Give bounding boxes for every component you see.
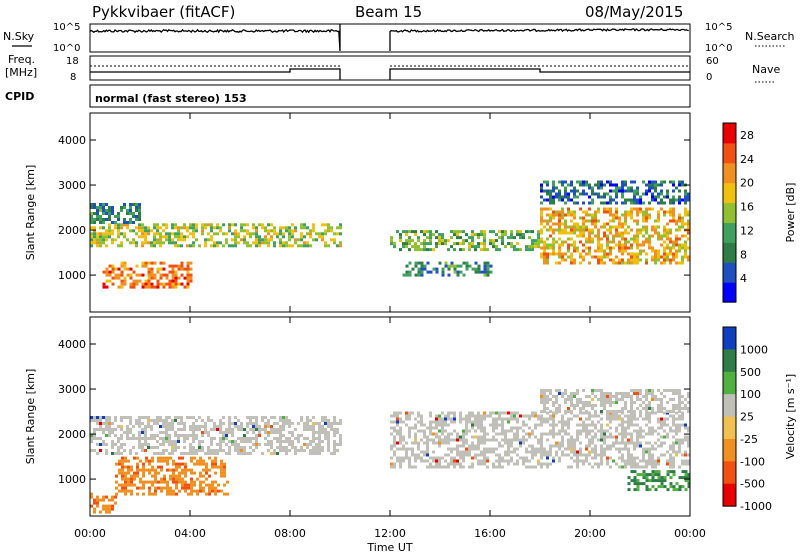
noise-trace bbox=[89, 24, 689, 52]
nsky-label: N.Sky bbox=[3, 30, 35, 43]
noise-tick-top: 10^5 bbox=[53, 22, 80, 33]
colorbar-tick-label: 25 bbox=[740, 411, 754, 424]
colorbar-swatch bbox=[723, 222, 736, 243]
nave-line-1 bbox=[90, 68, 341, 80]
colorbar-swatch bbox=[723, 282, 736, 303]
x-tick-label: 04:00 bbox=[174, 527, 206, 540]
echo-band-3 bbox=[390, 411, 690, 469]
colorbar-tick-label: 12 bbox=[740, 224, 754, 237]
x-axis: 00:00 04:00 08:00 12:00 16:00 20:00 00:00 bbox=[74, 527, 706, 540]
x-axis-label: Time UT bbox=[366, 541, 412, 554]
colorbar-tick-label: 16 bbox=[740, 201, 754, 214]
colorbar-label: Velocity [m s⁻¹] bbox=[784, 374, 797, 459]
x-tick-label: 08:00 bbox=[274, 527, 306, 540]
nave-line-2 bbox=[389, 68, 690, 80]
colorbar-swatch bbox=[723, 242, 736, 263]
noise-trace-line-2 bbox=[389, 27, 689, 51]
echo-band-2 bbox=[90, 492, 117, 514]
beam-label: Beam 15 bbox=[355, 3, 422, 21]
y-tick-label: 3000 bbox=[58, 179, 86, 192]
colorbar-swatch bbox=[723, 461, 736, 485]
noise-tick-top-right: 10^5 bbox=[705, 22, 732, 33]
colorbar-swatch bbox=[723, 394, 736, 418]
echo-band-0 bbox=[90, 416, 342, 455]
colorbar-swatch bbox=[723, 162, 736, 184]
noise-panel bbox=[89, 23, 691, 53]
colorbar: 1000 500 100 25 -25 -100 -500 -1000 Velocity [m … bbox=[722, 326, 797, 513]
y-tick-label: 2000 bbox=[58, 224, 86, 237]
echo-band-4 bbox=[540, 389, 690, 413]
freq-label-2: [MHz] bbox=[5, 66, 37, 79]
colorbar-tick-label: -25 bbox=[740, 433, 758, 446]
x-tick-label: 00:00 bbox=[674, 527, 706, 540]
x-tick-label: 16:00 bbox=[474, 527, 506, 540]
colorbar-swatch bbox=[723, 416, 736, 440]
echo-band-3 bbox=[390, 230, 540, 252]
nave-tick-bottom: 0 bbox=[706, 72, 712, 83]
echo-band-6 bbox=[540, 180, 690, 205]
y-tick-label: 2000 bbox=[58, 428, 86, 441]
x-tick-label: 12:00 bbox=[374, 527, 406, 540]
nsearch-label: N.Search bbox=[745, 30, 795, 43]
echo-band-1 bbox=[115, 456, 229, 496]
echo-band-5 bbox=[540, 207, 690, 265]
colorbar-tick-label: 24 bbox=[740, 153, 754, 166]
cpid-label: CPID bbox=[5, 90, 34, 103]
colorbar-tick-label: -500 bbox=[740, 478, 765, 491]
cpid-panel bbox=[89, 84, 691, 108]
x-tick-label: 00:00 bbox=[74, 527, 106, 540]
freq-trace bbox=[90, 65, 690, 80]
y-tick-label: 4000 bbox=[58, 338, 86, 351]
x-tick-label: 20:00 bbox=[574, 527, 606, 540]
freq-label-1: Freq. bbox=[8, 53, 35, 66]
colorbar-tick-label: 8 bbox=[740, 248, 747, 261]
echo-band-1 bbox=[90, 203, 141, 224]
colorbar: 4 8 12 16 20 24 28 Power [dB] bbox=[722, 122, 797, 303]
colorbar-tick-label: 1000 bbox=[740, 343, 768, 356]
station-title: Pykkvibaer (fitACF) bbox=[92, 3, 235, 21]
colorbar-tick-label: 4 bbox=[740, 272, 747, 285]
date-label: 08/May/2015 bbox=[585, 3, 683, 21]
noise-tick-bottom-right: 10^0 bbox=[705, 43, 732, 54]
noise-trace-line-1 bbox=[89, 24, 341, 52]
colorbar-frame bbox=[722, 326, 737, 507]
colorbar-swatch bbox=[723, 202, 736, 223]
colorbar-tick-label: 100 bbox=[740, 388, 761, 401]
echo-band-5 bbox=[627, 470, 691, 492]
colorbar-tick-label: 20 bbox=[740, 177, 754, 190]
echo-band-2 bbox=[102, 261, 193, 289]
colorbar-swatch bbox=[723, 349, 736, 373]
colorbar-tick-label: -100 bbox=[740, 455, 765, 468]
colorbar-swatch bbox=[723, 483, 736, 507]
y-tick-label: 4000 bbox=[58, 134, 86, 147]
colorbar-swatch bbox=[723, 371, 736, 395]
colorbar-swatch bbox=[723, 262, 736, 283]
freq-tick-bottom: 8 bbox=[70, 72, 76, 83]
colorbar-swatch bbox=[723, 123, 736, 144]
colorbar-swatch bbox=[723, 438, 736, 462]
noise-tick-bottom: 10^0 bbox=[53, 43, 80, 54]
colorbar-swatch bbox=[723, 327, 736, 350]
colorbar-swatch bbox=[723, 182, 736, 204]
colorbar-swatch bbox=[723, 142, 736, 164]
nave-tick-top: 60 bbox=[706, 56, 719, 67]
echo-band-0 bbox=[90, 223, 342, 248]
y-axis-label: Slant Range [km] bbox=[24, 369, 37, 465]
y-tick-label: 1000 bbox=[58, 473, 86, 486]
colorbar-label: Power [dB] bbox=[784, 183, 797, 243]
y-tick-label: 1000 bbox=[58, 269, 86, 282]
freq-tick-top: 18 bbox=[66, 56, 79, 67]
colorbar-tick-label: 28 bbox=[740, 129, 754, 142]
echo-band-4 bbox=[402, 261, 493, 277]
colorbar-frame bbox=[722, 122, 737, 303]
colorbar-tick-label: -1000 bbox=[740, 500, 772, 513]
y-axis-label: Slant Range [km] bbox=[24, 165, 37, 261]
power-panel: 1000 2000 3000 4000 Slant Range [km] 4 8 12 16 20… bbox=[24, 112, 797, 313]
nave-label: Nave bbox=[752, 63, 780, 76]
colorbar-tick-label: 500 bbox=[740, 366, 761, 379]
mode-label: normal (fast stereo) 153 bbox=[95, 92, 247, 105]
y-tick-label: 3000 bbox=[58, 383, 86, 396]
